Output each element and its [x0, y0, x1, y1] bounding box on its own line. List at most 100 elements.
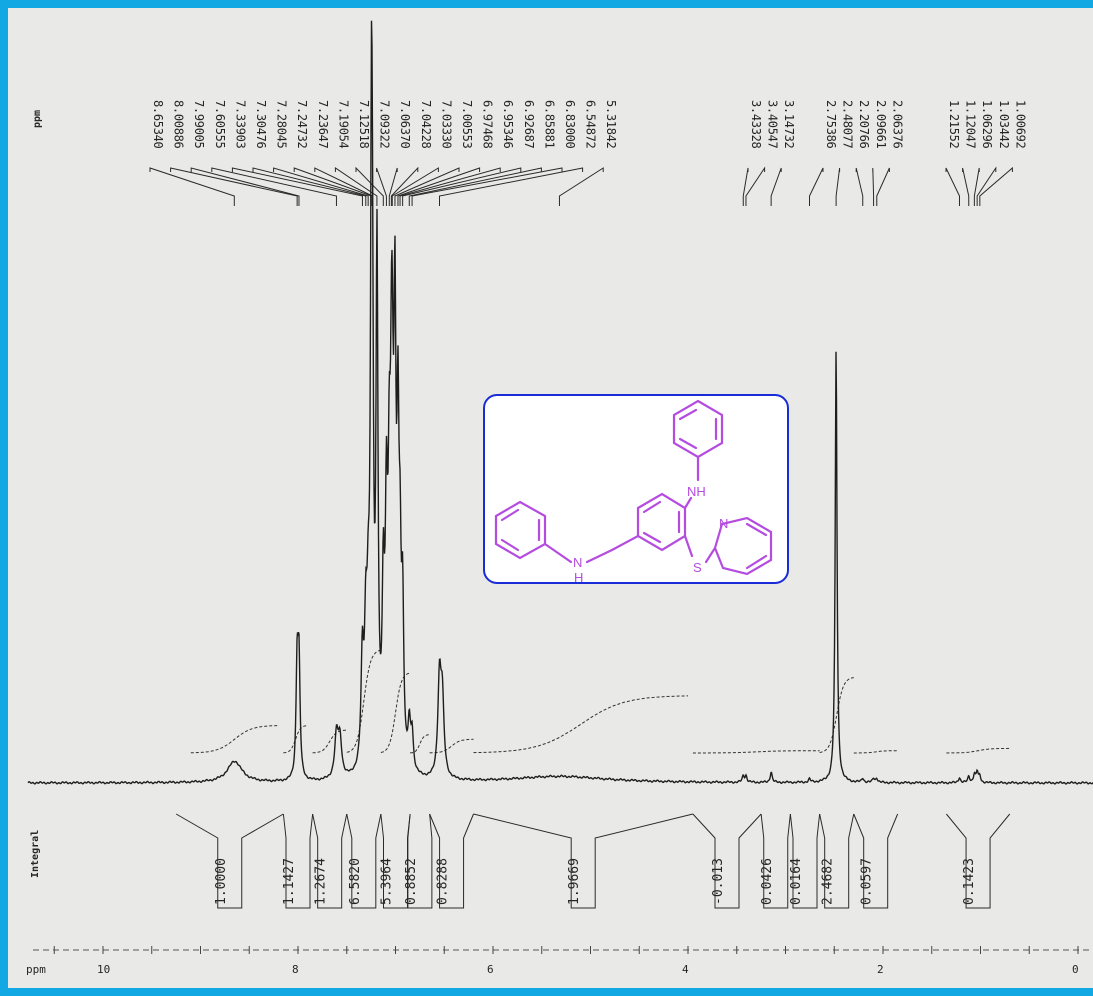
integral-value: 6.5820: [348, 858, 363, 905]
integral-curve: [346, 649, 382, 753]
peak-label: 7.28045: [275, 100, 289, 149]
peak-leader-line: [397, 167, 481, 206]
peak-leader-line: [394, 167, 460, 206]
peak-leader-line: [334, 167, 378, 206]
peak-leader-line: [976, 166, 997, 206]
peak-leader-line: [190, 167, 300, 206]
integral-value: 1.0000: [214, 858, 229, 905]
peak-label: 1.00692: [1013, 100, 1027, 149]
integral-curve: [692, 750, 820, 754]
integral-value: 0.0426: [760, 858, 775, 905]
peak-leader-line: [252, 167, 367, 206]
peak-label: 7.30476: [254, 100, 268, 149]
peak-leader-line: [808, 167, 824, 206]
peak-leader-line: [945, 167, 960, 206]
x-axis-tick-label: 2: [877, 963, 884, 976]
peak-label: 7.33903: [233, 100, 247, 149]
integral-value: 2.4682: [821, 858, 836, 905]
integral-value: -0.013: [711, 858, 726, 905]
integral-value: 0.0597: [860, 858, 875, 905]
left-phenyl-ring: [494, 500, 547, 560]
peak-label: 3.40547: [766, 100, 780, 149]
peak-label: 6.97468: [481, 100, 495, 149]
integral-bracket: [407, 813, 433, 909]
peak-leader-line: [170, 167, 298, 206]
peak-leader-line: [391, 167, 439, 206]
peak-label: 6.54872: [584, 100, 598, 149]
x-axis-tick-label: 0: [1072, 963, 1079, 976]
peak-label: 6.92687: [522, 100, 536, 149]
atom-nh-top: NH: [687, 484, 706, 499]
peak-leader-line: [402, 167, 522, 206]
integral-curve: [312, 729, 347, 754]
integral-value: 0.0164: [789, 858, 804, 905]
integral-curve: [429, 738, 474, 754]
peak-leader-line: [742, 167, 749, 206]
integral-regions: 1.0000 1.1427 1.2674 6.5820 5.3964 0.8852 0.82…: [175, 813, 1011, 909]
nmr-spectrum-chart: ppm Integral 8.65340 8.00886 7.99005 7.6055…: [26, 20, 1093, 976]
peak-leader-line: [973, 167, 980, 206]
integral-curve: [946, 747, 1010, 754]
atom-s: S: [693, 560, 702, 575]
x-axis: ppm 10 8 6 4 2 0: [26, 946, 1093, 976]
peak-leader-line: [770, 167, 782, 206]
peak-list-unit-label: ppm: [32, 110, 43, 128]
peak-label: 3.43328: [749, 100, 763, 149]
peak-label: 1.12047: [964, 100, 978, 149]
integral-bracket: [789, 813, 821, 909]
peak-label: 6.85881: [542, 100, 556, 149]
peak-label: 7.09322: [378, 100, 392, 149]
peak-label: 3.14732: [782, 100, 796, 149]
integral-curve: [853, 750, 898, 754]
integral-value: 5.3964: [380, 858, 395, 905]
side-labels: ppm Integral: [30, 110, 43, 878]
molecular-structure-box: NH N S N H: [483, 394, 789, 584]
integral-bracket: [175, 813, 284, 909]
peak-labels: 8.65340 8.00886 7.99005 7.60555 7.33903 7.304…: [149, 100, 1027, 206]
peak-leader-line: [876, 167, 890, 206]
peak-label: 7.60555: [213, 100, 227, 149]
peak-label: 1.21552: [947, 100, 961, 149]
top-phenyl-ring: [672, 399, 724, 459]
integral-value: 1.9669: [567, 858, 582, 905]
integral-value: 0.1423: [962, 858, 977, 905]
peak-label: 2.75386: [824, 100, 838, 149]
peak-leader-line: [376, 167, 387, 206]
peak-label: 2.20766: [857, 100, 871, 149]
peak-leader-line: [149, 167, 235, 206]
integral-bracket: [346, 813, 382, 909]
spectrum-trace: [27, 20, 1093, 785]
peak-label: 7.23647: [316, 100, 330, 149]
peak-leader-line: [835, 167, 841, 206]
integral-value: 1.1427: [282, 858, 297, 905]
integral-label: Integral: [30, 830, 41, 878]
peak-leader-line: [411, 167, 563, 206]
integral-curves: [190, 649, 1010, 754]
integral-curve: [190, 725, 279, 754]
peak-label: 7.04228: [419, 100, 433, 149]
integral-curve: [380, 672, 411, 753]
peak-label: 7.00553: [460, 100, 474, 149]
peak-label: 5.31842: [604, 100, 618, 149]
integral-bracket: [429, 813, 474, 909]
molecule-diagram: NH N S N H: [494, 399, 773, 582]
x-axis-unit-label: ppm: [26, 963, 46, 976]
peak-label: 7.12518: [357, 100, 371, 149]
integral-bracket: [312, 813, 348, 909]
peak-leader-line: [558, 167, 604, 206]
peak-leader-line: [745, 166, 766, 206]
peak-leader-line: [390, 166, 419, 206]
integral-bracket: [692, 813, 762, 909]
peak-label: 2.48077: [841, 100, 855, 149]
peak-leader-line: [211, 167, 337, 206]
integral-value: 1.2674: [314, 858, 329, 905]
atom-n-left: N: [573, 555, 582, 570]
peak-label: 6.95346: [501, 100, 515, 149]
integral-curve: [410, 734, 430, 754]
peak-leader-line: [855, 167, 864, 206]
integral-bracket: [760, 813, 791, 909]
peak-label: 1.03442: [997, 100, 1011, 149]
peak-label: 8.65340: [151, 100, 165, 149]
x-axis-tick-label: 8: [292, 963, 299, 976]
peak-leader-line: [408, 167, 542, 206]
